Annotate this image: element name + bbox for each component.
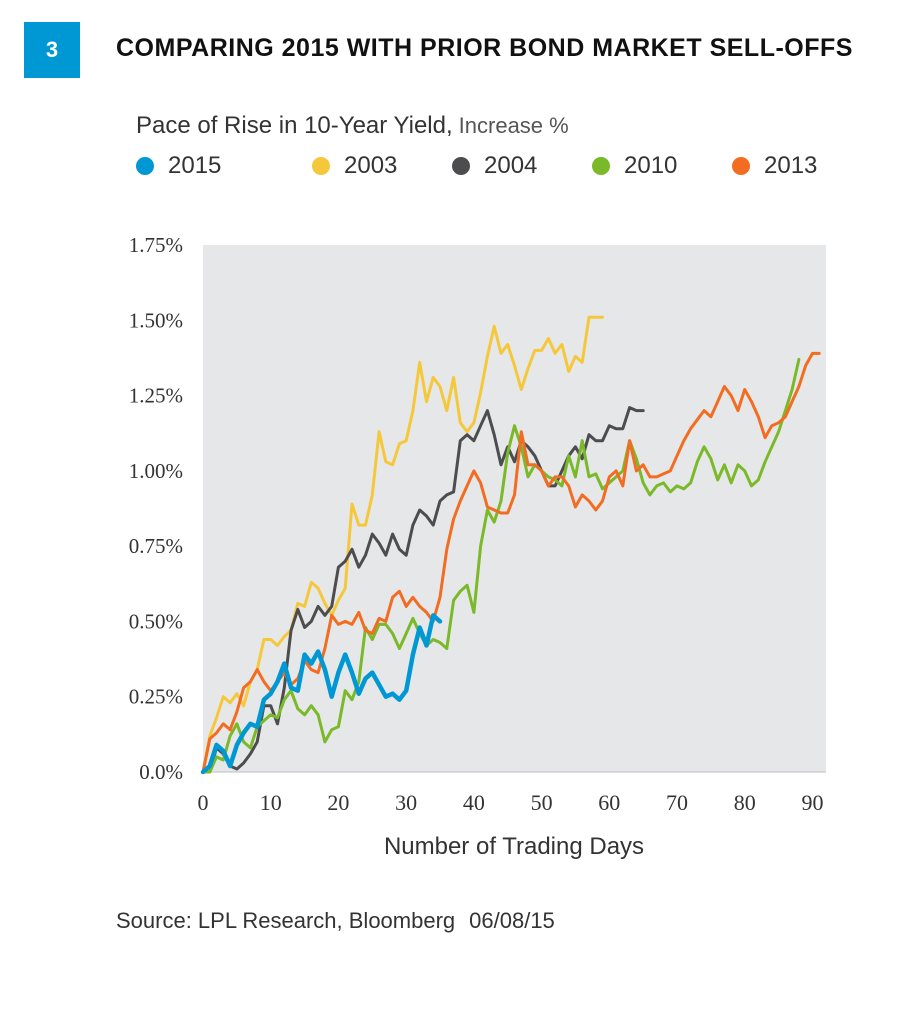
legend-label-2013: 2013 bbox=[764, 152, 818, 179]
legend-label-2004: 2004 bbox=[484, 152, 538, 179]
chart-legend: 2015 2003 2004 2010 2013 bbox=[136, 152, 836, 188]
legend-item-2015: 2015 bbox=[136, 152, 221, 180]
x-tick-label: 90 bbox=[801, 790, 823, 815]
series-line-2010 bbox=[201, 357, 801, 774]
y-tick-label: 0.25% bbox=[129, 685, 183, 709]
legend-dot-2004 bbox=[452, 157, 470, 175]
chart-title-unit: Increase % bbox=[458, 113, 569, 138]
series-line-2004 bbox=[201, 406, 645, 774]
y-tick-label: 0.75% bbox=[129, 534, 183, 558]
x-tick-label: 60 bbox=[598, 790, 620, 815]
x-tick-label: 20 bbox=[327, 790, 349, 815]
legend-item-2004: 2004 bbox=[452, 152, 537, 180]
legend-label-2015: 2015 bbox=[168, 152, 222, 179]
x-axis-ticks: 0 10 20 30 40 50 60 70 80 90 bbox=[198, 771, 826, 815]
source-note: Source: LPL Research, Bloomberg 06/08/15 bbox=[116, 908, 555, 934]
legend-dot-2013 bbox=[732, 157, 750, 175]
legend-label-2003: 2003 bbox=[344, 152, 398, 179]
y-axis-ticks: 0.0% 0.25% 0.50% 0.75% 1.00% 1.25% 1.50% 1.75% bbox=[129, 233, 183, 784]
x-tick-label: 0 bbox=[198, 790, 209, 815]
x-tick-label: 10 bbox=[260, 790, 282, 815]
x-tick-label: 80 bbox=[734, 790, 756, 815]
chart-title: Pace of Rise in 10-Year Yield bbox=[136, 112, 446, 139]
y-tick-label: 1.00% bbox=[129, 459, 183, 483]
chart-subtitle: Pace of Rise in 10-Year Yield, Increase % bbox=[136, 112, 569, 140]
series-line-2015 bbox=[200, 613, 443, 775]
legend-dot-2015 bbox=[136, 157, 154, 175]
y-tick-label: 1.75% bbox=[129, 233, 183, 257]
y-tick-label: 0.0% bbox=[139, 760, 183, 784]
y-tick-label: 1.50% bbox=[129, 308, 183, 332]
plot-area bbox=[203, 245, 826, 772]
legend-dot-2010 bbox=[592, 157, 610, 175]
x-tick-label: 30 bbox=[395, 790, 417, 815]
source-text: Source: LPL Research, Bloomberg bbox=[116, 908, 456, 933]
legend-item-2010: 2010 bbox=[592, 152, 677, 180]
y-tick-label: 1.25% bbox=[129, 384, 183, 408]
series-line-2003 bbox=[201, 315, 604, 774]
source-date: 06/08/15 bbox=[469, 908, 555, 933]
series-lines bbox=[200, 315, 821, 775]
series-line-2013 bbox=[201, 351, 821, 774]
chart-title-comma: , bbox=[445, 112, 453, 139]
x-tick-label: 40 bbox=[463, 790, 485, 815]
figure-number-badge: 3 bbox=[24, 22, 80, 78]
legend-dot-2003 bbox=[312, 157, 330, 175]
legend-item-2003: 2003 bbox=[312, 152, 397, 180]
legend-item-2013: 2013 bbox=[732, 152, 817, 180]
x-tick-label: 50 bbox=[531, 790, 553, 815]
figure-title: COMPARING 2015 WITH PRIOR BOND MARKET SE… bbox=[116, 34, 853, 62]
y-tick-label: 0.50% bbox=[129, 609, 183, 633]
x-axis-label: Number of Trading Days bbox=[384, 833, 644, 860]
x-tick-label: 70 bbox=[666, 790, 688, 815]
legend-label-2010: 2010 bbox=[624, 152, 678, 179]
